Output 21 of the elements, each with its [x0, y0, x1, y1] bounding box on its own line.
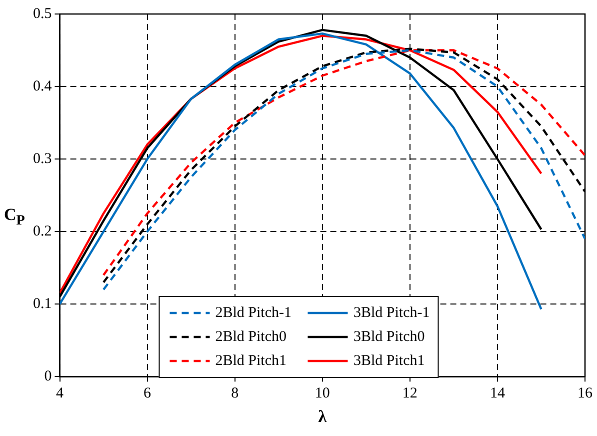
x-tick-label: 8 — [231, 386, 239, 402]
x-tick-label: 4 — [56, 386, 64, 402]
legend-label: 3Bld Pitch0 — [354, 328, 425, 346]
x-tick-label: 14 — [490, 386, 506, 402]
y-tick-label: 0.1 — [33, 296, 52, 312]
x-axis-title: λ — [318, 407, 328, 426]
y-tick-label: 0.2 — [33, 223, 52, 240]
legend-label: 2Bld Pitch0 — [215, 328, 286, 346]
y-axis-title: C$_{P}$ — [4, 205, 25, 230]
y-tick-label: 0.5 — [33, 6, 52, 22]
x-tick-label: 10 — [314, 386, 330, 402]
x-tick-label: 6 — [144, 386, 152, 402]
legend-label: 3Bld Pitch-1 — [354, 304, 430, 322]
legend-label: 2Bld Pitch-1 — [215, 304, 292, 322]
y-tick-label: 0.3 — [33, 150, 52, 167]
x-tick-label: 12 — [402, 386, 418, 402]
y-tick-label: 0.4 — [33, 78, 52, 94]
legend-label: 3Bld Pitch1 — [354, 352, 425, 370]
legend-label: 2Bld Pitch1 — [215, 352, 286, 370]
x-tick-label: 16 — [578, 386, 593, 402]
y-tick-label: 0 — [44, 368, 52, 385]
